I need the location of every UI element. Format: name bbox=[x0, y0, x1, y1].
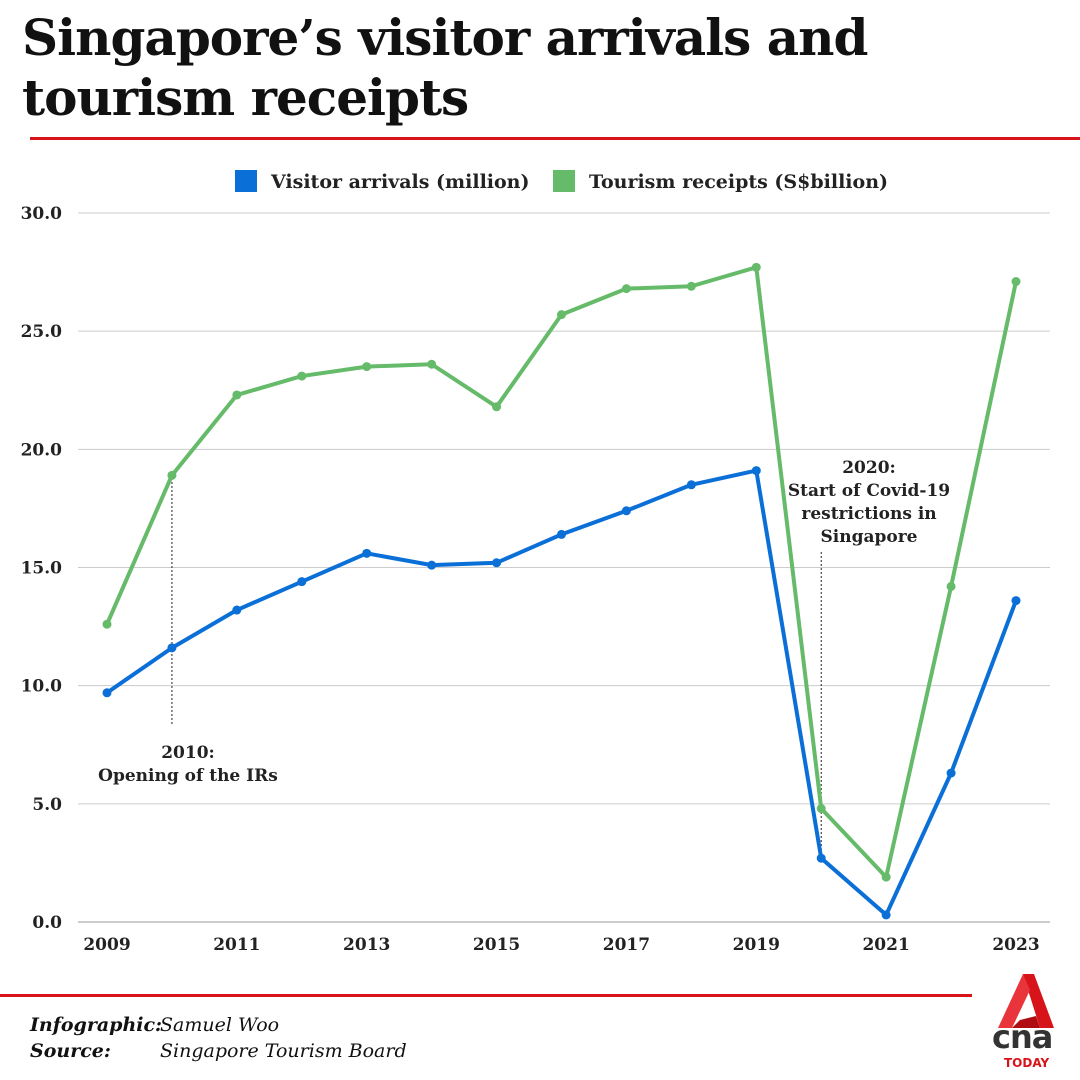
x-tick-label: 2021 bbox=[862, 935, 909, 955]
cna-logo-text: cna bbox=[992, 1018, 1053, 1056]
legend-swatch bbox=[553, 170, 575, 192]
data-point bbox=[427, 560, 437, 570]
data-point bbox=[232, 390, 242, 400]
legend-label: Tourism receipts (S$billion) bbox=[589, 171, 888, 193]
data-point bbox=[946, 581, 956, 591]
y-tick-label: 20.0 bbox=[21, 440, 63, 460]
data-point bbox=[167, 643, 177, 653]
cna-logo-mark-icon bbox=[998, 974, 1054, 1028]
data-point bbox=[751, 262, 761, 272]
annotation-text-2010: 2010: bbox=[161, 743, 215, 763]
title-divider bbox=[30, 137, 1080, 140]
data-point bbox=[297, 577, 307, 587]
page-title: Singapore’s visitor arrivals and tourism… bbox=[22, 8, 868, 127]
data-point bbox=[557, 529, 566, 539]
data-point bbox=[686, 480, 696, 490]
y-tick-label: 0.0 bbox=[32, 913, 62, 933]
data-point bbox=[1011, 596, 1021, 606]
data-point bbox=[297, 371, 307, 381]
data-point bbox=[816, 853, 826, 863]
cna-logo-sub: TODAY bbox=[1004, 1056, 1050, 1070]
x-tick-label: 2015 bbox=[473, 935, 520, 955]
data-point bbox=[167, 470, 177, 480]
data-point bbox=[362, 548, 372, 558]
annotation-text-2020: Start of Covid-19 bbox=[788, 481, 950, 501]
data-point bbox=[881, 872, 891, 882]
infographic-label: Infographic: bbox=[30, 1014, 163, 1036]
data-point bbox=[621, 506, 631, 516]
cna-logo: cna TODAY bbox=[990, 972, 1060, 1072]
data-point bbox=[492, 402, 502, 412]
infographic-value: Samuel Woo bbox=[160, 1014, 280, 1036]
y-tick-label: 25.0 bbox=[21, 322, 63, 342]
data-point bbox=[557, 310, 566, 320]
legend-swatch bbox=[235, 170, 257, 192]
data-point bbox=[751, 466, 761, 476]
y-tick-label: 5.0 bbox=[32, 795, 62, 815]
data-point bbox=[816, 804, 826, 814]
x-tick-label: 2019 bbox=[733, 935, 780, 955]
x-tick-label: 2023 bbox=[992, 935, 1039, 955]
annotation-text-2010: Opening of the IRs bbox=[98, 766, 278, 786]
y-tick-label: 30.0 bbox=[21, 204, 63, 224]
x-tick-label: 2017 bbox=[603, 935, 650, 955]
x-tick-label: 2013 bbox=[343, 935, 390, 955]
y-tick-label: 10.0 bbox=[21, 677, 63, 697]
data-point bbox=[102, 619, 112, 629]
legend-label: Visitor arrivals (million) bbox=[270, 171, 530, 193]
annotation-text-2020: 2020: bbox=[842, 458, 896, 478]
data-point bbox=[232, 605, 242, 615]
x-tick-label: 2009 bbox=[83, 935, 130, 955]
data-point bbox=[427, 359, 437, 369]
data-point bbox=[686, 281, 696, 291]
annotation-text-2020: Singapore bbox=[821, 527, 918, 547]
source-label: Source: bbox=[30, 1040, 111, 1062]
data-point bbox=[621, 284, 631, 294]
x-tick-label: 2011 bbox=[213, 935, 260, 955]
data-point bbox=[102, 688, 112, 698]
annotation-text-2020: restrictions in bbox=[801, 504, 936, 524]
line-chart: 0.0 5.0 10.0 15.0 20.0 25.0 30.0 2009 2011 2013 20… bbox=[21, 170, 1050, 955]
data-point bbox=[492, 558, 502, 568]
data-point bbox=[362, 362, 372, 372]
y-tick-label: 15.0 bbox=[21, 559, 63, 579]
footer-divider bbox=[0, 994, 972, 997]
data-point bbox=[946, 768, 956, 778]
source-value: Singapore Tourism Board bbox=[160, 1040, 407, 1062]
data-point bbox=[1011, 277, 1021, 287]
data-point bbox=[881, 910, 891, 920]
